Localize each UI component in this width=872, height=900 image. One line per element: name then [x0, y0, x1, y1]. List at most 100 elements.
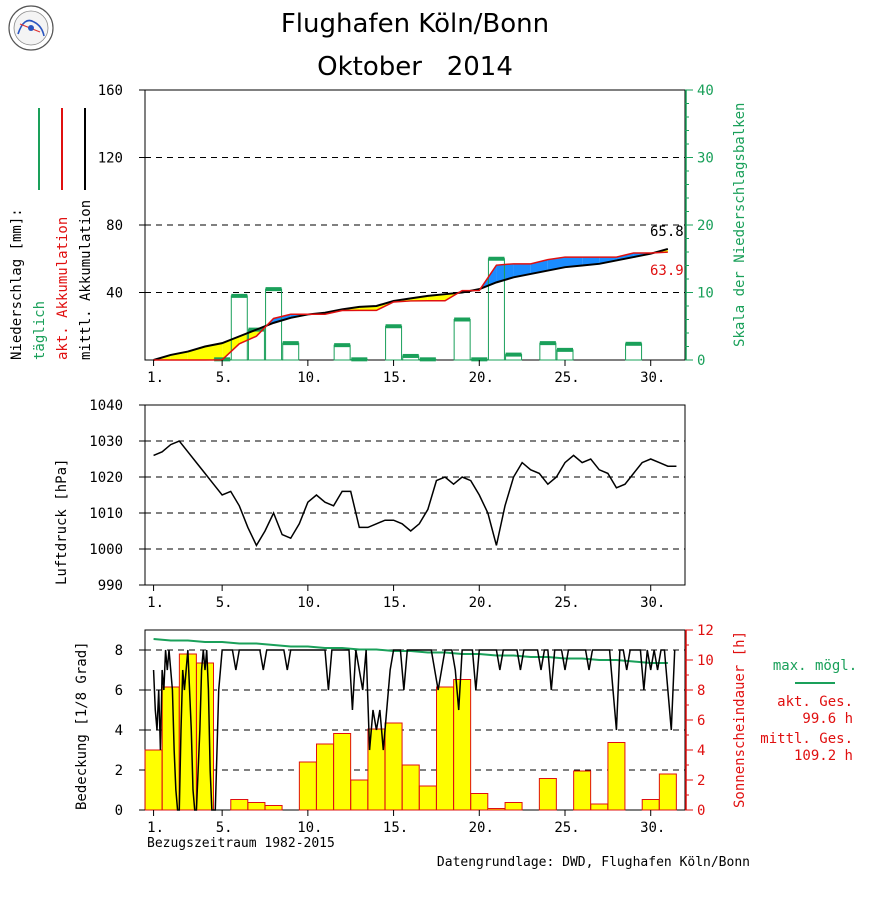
y-tick-label: 1020: [89, 470, 123, 486]
sunshine-bar: [470, 793, 489, 811]
x-tick-label: 10.: [297, 370, 322, 386]
y-tick-label: 2: [115, 763, 123, 779]
precip-ylabel-actual: akt. Akkumulation: [55, 217, 71, 360]
footer-data-source: Datengrundlage: DWD, Flughafen Köln/Bonn: [437, 855, 750, 870]
sunshine-bar: [658, 773, 677, 811]
x-tick-label: 15.: [383, 370, 408, 386]
y2-tick-label: 8: [697, 683, 705, 699]
cloud-cover-line: [152, 649, 676, 811]
y2-tick-label: 10: [697, 653, 714, 669]
daily-precip-cap: [402, 353, 419, 358]
y-tick-label: 1000: [89, 542, 123, 558]
max-possible-sunshine-line: [153, 638, 668, 664]
sunshine-bar: [453, 679, 472, 811]
y2-tick-label: 10: [697, 286, 714, 302]
sunshine-bar: [573, 770, 592, 811]
daily-precip-cap: [625, 341, 642, 346]
daily-precip-bar: [333, 344, 351, 361]
deficit-area: [187, 346, 205, 360]
sunshine-bar: [333, 733, 352, 811]
daily-precip-bar: [230, 295, 248, 361]
daily-precip-bar: [282, 342, 300, 361]
daily-precip-cap: [282, 341, 299, 346]
sunshine-bar: [487, 808, 506, 811]
daily-precip-cap: [334, 343, 351, 348]
daily-precip-cap: [351, 357, 368, 362]
y2-tick-label: 0: [697, 353, 705, 369]
daily-precip-bar: [625, 343, 643, 361]
sunshine-bar: [607, 742, 626, 811]
cloud-ylabel: Bedeckung [1/8 Grad]: [74, 641, 90, 810]
y-tick-label: 1010: [89, 506, 123, 522]
sunshine-bar: [436, 686, 454, 811]
dwd-logo: [8, 5, 54, 51]
x-tick-label: 1.: [147, 595, 164, 611]
daily-precip-cap: [557, 347, 573, 352]
y-tick-label: 80: [106, 218, 123, 234]
x-tick-label: 5.: [216, 820, 233, 836]
precip-ylabel-daily: täglich: [32, 301, 48, 360]
daily-precip-cap: [231, 293, 248, 298]
deficit-area: [170, 351, 188, 360]
sunshine-bar: [418, 785, 437, 811]
chart-subtitle: Oktober 2014: [317, 52, 513, 82]
daily-precip-cap: [488, 256, 505, 261]
x-tick-label: 15.: [383, 595, 408, 611]
x-tick-label: 25.: [554, 595, 579, 611]
y2-tick-label: 4: [697, 743, 705, 759]
mean-accumulation-line: [153, 247, 669, 361]
y-tick-label: 1030: [89, 434, 123, 450]
x-tick-label: 30.: [640, 370, 665, 386]
deficit-area: [205, 343, 223, 360]
y-tick-label: 160: [98, 83, 123, 99]
y2-tick-label: 12: [697, 623, 714, 639]
sunshine-bar: [538, 778, 557, 811]
sunshine-bar: [384, 722, 403, 811]
y-tick-label: 1040: [89, 398, 123, 414]
legend-actual-label: akt. Ges.: [777, 694, 853, 710]
y2-tick-label: 2: [697, 773, 705, 789]
sun-y2label: Sonnenscheindauer [h]: [732, 631, 748, 808]
x-tick-label: 20.: [469, 820, 494, 836]
sunshine-bar: [230, 799, 249, 811]
daily-precip-cap: [385, 324, 402, 329]
label-actual-total: 63.9: [650, 263, 684, 279]
y-tick-label: 990: [98, 578, 123, 594]
x-tick-label: 10.: [297, 820, 322, 836]
daily-precip-bar: [453, 319, 471, 361]
sunshine-bar: [298, 761, 317, 811]
sunshine-bar: [264, 805, 283, 811]
label-mean-total: 65.8: [650, 224, 684, 240]
x-tick-label: 10.: [297, 595, 322, 611]
legend-mean-label: mittl. Ges.: [760, 731, 853, 747]
sunshine-bar: [504, 802, 523, 811]
y2-tick-label: 0: [697, 803, 705, 819]
y2-tick-label: 40: [697, 83, 714, 99]
y-tick-label: 40: [106, 286, 123, 302]
sunshine-bar: [316, 743, 334, 811]
legend-mean-value: 109.2 h: [794, 748, 853, 764]
y-tick-label: 8: [115, 643, 123, 659]
y-tick-label: 4: [115, 723, 123, 739]
x-tick-label: 20.: [469, 370, 494, 386]
cloud-sun-panel: 0 2 4 6 8 0 2 4 6 8 10 12 1. 5. 10. 15. 20. 25. 30. Bede…: [74, 623, 857, 836]
daily-precip-cap: [265, 287, 282, 292]
sunshine-bar: [247, 802, 266, 811]
x-tick-label: 5.: [216, 595, 233, 611]
pressure-panel: 1040 1030 1020 1010 1000 990 1. 5. 10. 15. 20. 25.…: [54, 398, 686, 611]
x-tick-label: 25.: [554, 820, 579, 836]
daily-precip-cap: [505, 352, 522, 357]
precip-panel: 160 120 80 40 0 10 20 30 40 1. 5. 10. 15. 20. 25. 30.…: [9, 83, 748, 386]
sunshine-bar: [350, 779, 369, 811]
precip-ylabel-main: Niederschlag [mm]:: [9, 208, 25, 360]
chart-title: Flughafen Köln/Bonn: [281, 9, 549, 39]
surplus-area: [565, 257, 583, 268]
x-tick-label: 25.: [554, 370, 579, 386]
x-tick-label: 5.: [216, 370, 233, 386]
sunshine-bar: [641, 799, 660, 811]
x-tick-label: 30.: [640, 595, 665, 611]
daily-precip-cap: [539, 341, 556, 346]
daily-precip-bar: [385, 325, 403, 361]
sunshine-bar: [590, 803, 609, 811]
precip-ylabel-mean: mittl. Akkumulation: [78, 200, 94, 360]
